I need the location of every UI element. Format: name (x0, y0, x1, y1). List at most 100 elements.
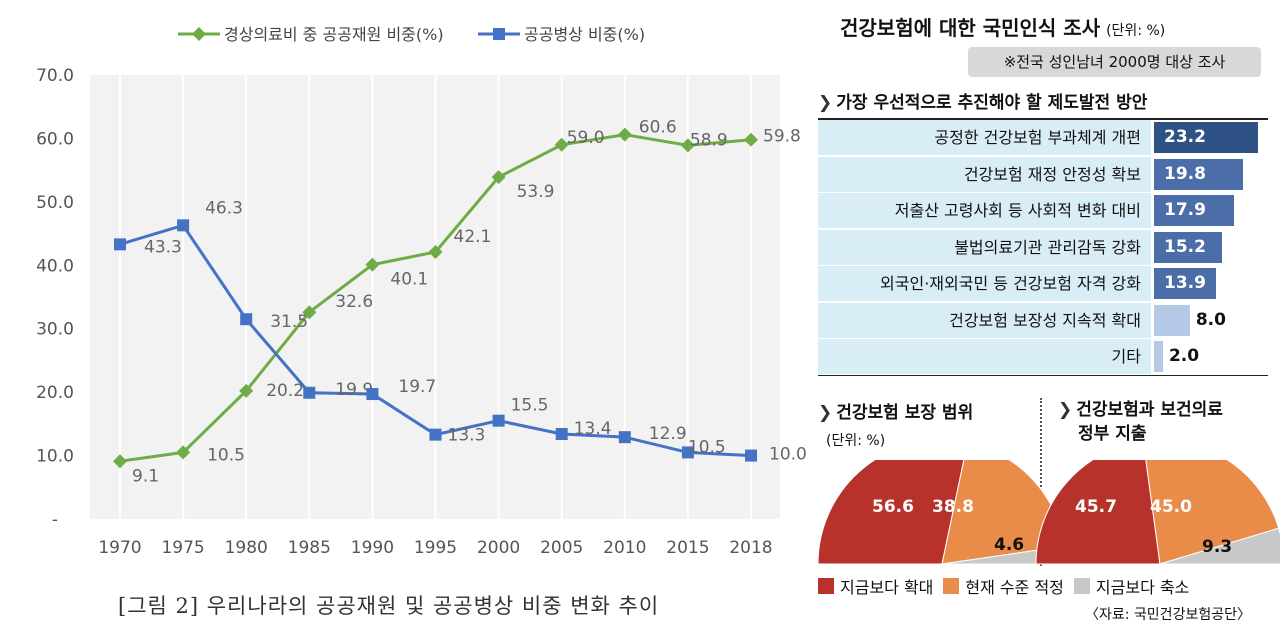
x-tick-label: 2010 (603, 538, 646, 558)
legend-swatch-reduce (1073, 578, 1090, 594)
data-point (366, 388, 379, 401)
line-chart: - 10.0 20.0 30.0 40.0 50.0 60.0 70.0 1970 1975 198… (36, 25, 807, 558)
x-tick-label: 1975 (161, 538, 204, 558)
bar-row: 기타 2.0 (818, 339, 1268, 375)
legend-item-current: 현재 수준 적정 (943, 574, 1064, 598)
data-point (680, 138, 695, 153)
bar-category-label: 저출산 고령사회 등 사회적 변화 대비 (818, 193, 1151, 228)
pie-value-label: 56.6 (872, 497, 914, 517)
y-tick-label: 50.0 (36, 193, 74, 213)
survey-title: 건강보험에 대한 국민인식 조사 (단위: %) (840, 12, 1165, 41)
priority-bar-chart: 공정한 건강보험 부과체계 개편 23.2 건강보험 재정 안정성 확보 19.8 저출… (818, 118, 1268, 376)
figure-caption: [그림 2] 우리나라의 공공재원 및 공공병상 비중 변화 추이 (118, 594, 660, 618)
x-tick-label: 2018 (729, 538, 772, 558)
data-point (365, 257, 380, 272)
data-point (492, 414, 505, 427)
y-tick-label: 20.0 (36, 383, 74, 403)
bar-row: 불법의료기관 관리감독 강화 15.2 (818, 229, 1268, 266)
legend-item-reduce: 지금보다 축소 (1073, 574, 1189, 598)
pie-value-label: 45.7 (1075, 497, 1117, 517)
bar-category-label: 불법의료기관 관리감독 강화 (818, 229, 1151, 265)
data-label: 58.9 (690, 130, 728, 150)
data-label: 46.3 (205, 198, 243, 218)
section-divider (1040, 398, 1042, 566)
pie-slice (1035, 460, 1161, 565)
data-label: 59.0 (567, 128, 605, 148)
y-tick-label: - (52, 510, 58, 530)
data-point (618, 431, 631, 444)
pie-legend: 지금보다 확대 현재 수준 적정 지금보다 축소 (818, 574, 1199, 598)
legend-label-current: 현재 수준 적정 (965, 578, 1064, 597)
bar-category-label: 건강보험 보장성 지속적 확대 (818, 302, 1151, 338)
x-tick-label: 1990 (351, 538, 394, 558)
data-label: 15.5 (511, 396, 549, 416)
section-title-spending-line2: 정부 지출 (1078, 424, 1147, 444)
section-title-priority: ❯ 가장 우선적으로 추진해야 할 제도발전 방안 (818, 88, 1147, 113)
data-point (617, 127, 632, 142)
bar (1154, 122, 1258, 153)
data-point (240, 313, 253, 326)
y-tick-label: 30.0 (36, 320, 74, 340)
pie-slice (817, 460, 965, 565)
bar-row: 저출산 고령사회 등 사회적 변화 대비 17.9 (818, 193, 1268, 229)
data-label: 42.1 (454, 227, 492, 247)
pie-value-label: 9.3 (1202, 537, 1232, 557)
data-point (176, 445, 191, 460)
legend-swatch-current (943, 578, 960, 594)
data-point (554, 137, 569, 152)
legend-label: 공공병상 비중(%) (524, 25, 645, 44)
survey-title-text: 건강보험에 대한 국민인식 조사 (840, 16, 1101, 40)
bar-value-label: 19.8 (1164, 163, 1206, 184)
data-label: 9.1 (132, 466, 159, 486)
y-tick-label: 10.0 (36, 447, 74, 467)
data-label: 40.1 (390, 270, 428, 290)
pie-value-label: 4.6 (994, 535, 1024, 555)
section-title-coverage-text: 건강보험 보장 범위 (836, 403, 974, 423)
bar-value-label: 15.2 (1164, 236, 1206, 257)
data-point (745, 449, 757, 462)
x-tick-label: 2015 (666, 538, 709, 558)
bar (1154, 158, 1243, 190)
bar (1154, 231, 1223, 263)
data-point (744, 132, 758, 147)
legend-marker (192, 27, 206, 41)
bar-row: 건강보험 재정 안정성 확보 19.8 (818, 156, 1268, 193)
bar-row: 외국인·재외국민 등 건강보험 자격 강화 13.9 (818, 266, 1268, 302)
data-label: 43.3 (144, 237, 182, 257)
data-point (303, 386, 316, 399)
data-label: 10.5 (688, 437, 726, 457)
survey-note: ※전국 성인남녀 2000명 대상 조사 (968, 47, 1261, 77)
legend-item-expand: 지금보다 확대 (818, 574, 933, 598)
data-point (177, 219, 190, 232)
pie-value-label: 38.8 (932, 497, 974, 517)
data-point (114, 238, 126, 251)
section-title-spending: ❯ 건강보험과 보건의료 정부 지출 (1058, 398, 1223, 446)
section-title-priority-text: 가장 우선적으로 추진해야 할 제도발전 방안 (836, 93, 1148, 113)
bar-value-label: 13.9 (1164, 273, 1206, 293)
data-label: 10.0 (769, 445, 807, 465)
x-tick-label: 1995 (414, 538, 457, 558)
data-label: 19.9 (335, 380, 373, 400)
data-label: 53.9 (517, 182, 555, 202)
x-tick-label: 1985 (288, 538, 331, 558)
data-label: 13.4 (574, 419, 612, 439)
bar-value-label: 17.9 (1164, 200, 1206, 220)
section-title-spending-line1: 건강보험과 보건의료 (1076, 400, 1223, 420)
survey-unit: (단위: %) (1106, 23, 1166, 39)
data-label: 59.8 (763, 127, 801, 147)
data-label: 13.3 (448, 426, 486, 446)
bar (1154, 195, 1235, 226)
data-label: 10.5 (207, 445, 245, 465)
y-tick-label: 40.0 (36, 256, 74, 276)
pie-value-label: 45.0 (1150, 497, 1192, 517)
bar (1154, 304, 1190, 336)
data-point (428, 244, 443, 259)
x-tick-label: 2005 (540, 538, 583, 558)
data-label: 32.6 (335, 292, 373, 312)
bar-value-label: 23.2 (1164, 127, 1206, 147)
chevron-right-icon: ❯ (1058, 400, 1073, 420)
x-tick-label: 2000 (477, 538, 520, 558)
bar (1154, 268, 1217, 299)
section-title-coverage: ❯ 건강보험 보장 범위 (818, 398, 973, 423)
data-label: 20.2 (266, 381, 304, 401)
